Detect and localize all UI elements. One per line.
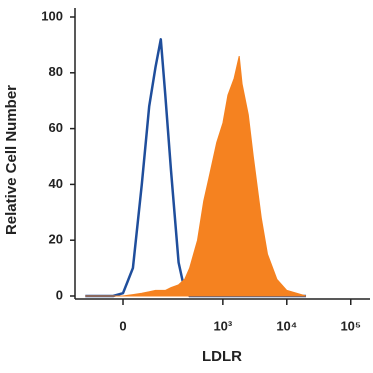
y-tick-label: 80 <box>49 64 63 79</box>
y-tick-label: 100 <box>41 8 63 23</box>
y-tick-label: 40 <box>49 176 63 191</box>
x-tick-label: 10⁵ <box>340 318 361 333</box>
y-tick-label: 20 <box>49 232 63 247</box>
x-tick-label: 0 <box>119 318 126 333</box>
histogram-area <box>85 55 307 297</box>
x-axis-title: LDLR <box>202 348 242 365</box>
y-tick-label: 0 <box>56 287 63 302</box>
x-tick-label: 10⁴ <box>276 318 297 333</box>
y-axis-title: Relative Cell Number <box>3 85 20 235</box>
x-tick-label: 10³ <box>213 318 232 333</box>
y-tick-label: 60 <box>49 120 63 135</box>
